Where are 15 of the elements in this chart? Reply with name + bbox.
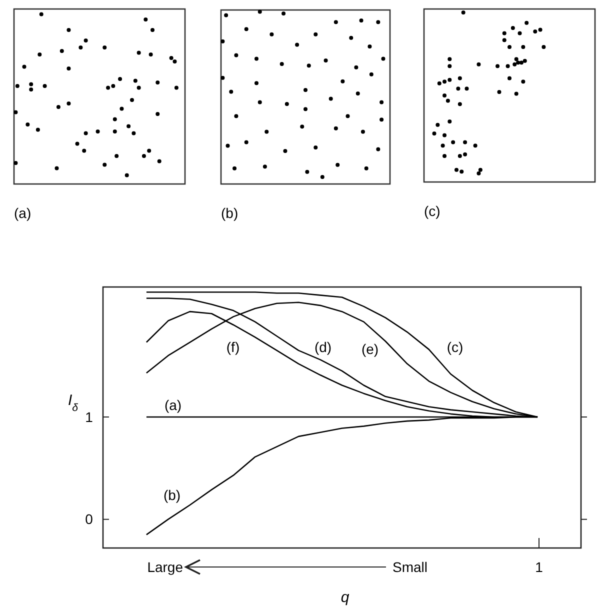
x-axis-title: q [340, 589, 350, 606]
text: (a) [14, 205, 32, 221]
y-axis-title: I$_{δ}$ [68, 392, 78, 414]
annotation: (b) [163, 486, 181, 503]
text: (b) [221, 205, 238, 221]
text: Large [147, 559, 184, 575]
text: Small [392, 559, 428, 575]
annotation: (e) [361, 340, 379, 357]
annotation: (a) [164, 396, 182, 413]
annotation: (c) [446, 338, 464, 355]
y-tick-label: 0 [85, 511, 94, 528]
annotation: (d) [314, 338, 332, 355]
text: (c) [424, 203, 440, 219]
annotation: (f) [226, 338, 240, 355]
text: 1 [535, 559, 544, 575]
